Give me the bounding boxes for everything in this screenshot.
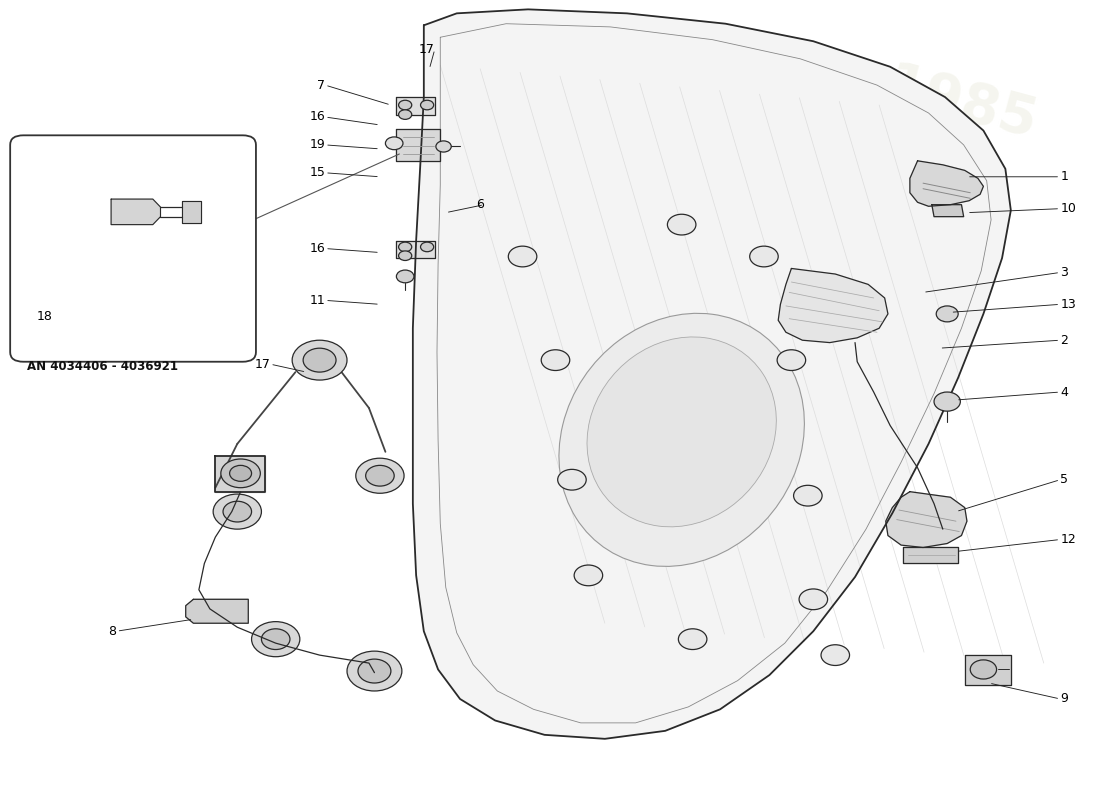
Circle shape [558, 470, 586, 490]
Text: 8: 8 [109, 625, 117, 638]
Text: 16: 16 [309, 110, 326, 123]
Polygon shape [778, 269, 888, 342]
Polygon shape [910, 161, 983, 206]
Circle shape [750, 246, 778, 267]
Text: 5: 5 [1060, 474, 1068, 486]
Text: 1: 1 [1060, 170, 1068, 183]
Circle shape [679, 629, 707, 650]
Text: 17: 17 [254, 358, 271, 370]
Circle shape [213, 494, 262, 529]
Circle shape [821, 645, 849, 666]
Polygon shape [396, 241, 435, 258]
Circle shape [252, 622, 300, 657]
Text: 16: 16 [309, 242, 326, 255]
Circle shape [398, 110, 411, 119]
Circle shape [304, 348, 336, 372]
Polygon shape [412, 10, 1011, 739]
Circle shape [936, 306, 958, 322]
Text: AN 4034406 - 4036921: AN 4034406 - 4036921 [26, 360, 177, 373]
Circle shape [398, 251, 411, 261]
Text: 9: 9 [1060, 693, 1068, 706]
Circle shape [346, 651, 402, 691]
Circle shape [541, 350, 570, 370]
Polygon shape [932, 205, 964, 217]
Circle shape [793, 486, 822, 506]
Polygon shape [965, 655, 1011, 686]
Text: 12: 12 [1060, 533, 1076, 546]
Circle shape [221, 459, 261, 488]
Circle shape [293, 340, 346, 380]
Polygon shape [111, 199, 161, 225]
Circle shape [970, 660, 997, 679]
Text: 1985: 1985 [880, 59, 1043, 151]
Text: 2: 2 [1060, 334, 1068, 346]
Text: 13: 13 [1060, 298, 1076, 311]
Circle shape [777, 350, 805, 370]
Circle shape [75, 194, 114, 223]
Text: 19: 19 [309, 138, 326, 151]
Text: 7: 7 [317, 78, 326, 91]
Circle shape [223, 502, 252, 522]
Circle shape [230, 466, 252, 482]
Polygon shape [396, 97, 435, 115]
Circle shape [934, 392, 960, 411]
Circle shape [508, 246, 537, 267]
FancyBboxPatch shape [10, 135, 256, 362]
Polygon shape [186, 599, 249, 623]
Polygon shape [183, 201, 201, 223]
Circle shape [420, 100, 433, 110]
Circle shape [398, 242, 411, 252]
Text: 18: 18 [36, 310, 53, 322]
Circle shape [668, 214, 696, 235]
Circle shape [420, 242, 433, 252]
Text: 17: 17 [419, 42, 435, 56]
Polygon shape [903, 547, 958, 563]
Polygon shape [886, 492, 967, 547]
Circle shape [365, 466, 394, 486]
Circle shape [385, 137, 403, 150]
Polygon shape [396, 129, 440, 161]
Text: 10: 10 [1060, 202, 1076, 215]
Circle shape [398, 100, 411, 110]
Text: 11: 11 [309, 294, 326, 307]
Circle shape [436, 141, 451, 152]
Circle shape [84, 201, 106, 217]
Circle shape [358, 659, 390, 683]
Text: a passion for parts since 1985: a passion for parts since 1985 [544, 424, 776, 471]
Text: EuropaPartes: EuropaPartes [535, 339, 850, 381]
Circle shape [574, 565, 603, 586]
Circle shape [355, 458, 404, 494]
Ellipse shape [587, 337, 777, 527]
Text: 15: 15 [309, 166, 326, 179]
Text: 4: 4 [1060, 386, 1068, 398]
Polygon shape [216, 456, 265, 492]
Circle shape [799, 589, 827, 610]
Circle shape [262, 629, 290, 650]
Circle shape [396, 270, 414, 283]
Ellipse shape [559, 314, 804, 566]
Text: 6: 6 [476, 198, 484, 211]
Text: 3: 3 [1060, 266, 1068, 279]
